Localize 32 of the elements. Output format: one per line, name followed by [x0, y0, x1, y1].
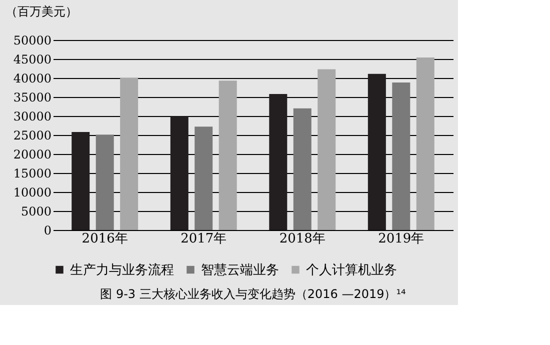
legend-label: 智慧云端业务 — [201, 262, 279, 278]
legend-label: 生产力与业务流程 — [70, 262, 174, 278]
y-tick-label: 5000 — [20, 204, 52, 218]
y-tick-label: 30000 — [13, 110, 52, 124]
bar — [368, 74, 386, 230]
bar — [293, 108, 312, 230]
bar — [318, 69, 336, 230]
bar — [96, 134, 114, 230]
x-tick-label: 2018年 — [279, 232, 326, 246]
y-tick-label: 10000 — [13, 186, 52, 200]
bar — [392, 82, 410, 230]
y-tick-label: 25000 — [13, 128, 52, 142]
y-tick-label: 50000 — [13, 34, 52, 48]
legend-label: 个人计算机业务 — [306, 262, 397, 278]
text: 图 9-3 三大核心业务收入与变化趋势（2016 —2019）¹⁴ — [100, 287, 406, 301]
bar — [194, 126, 213, 230]
x-tick-label: 2017年 — [180, 232, 227, 246]
x-tick-label: 2019年 — [378, 232, 424, 246]
y-tick-label: 35000 — [13, 90, 52, 104]
y-axis-title: （百万美元） — [6, 4, 78, 18]
y-tick-label: 15000 — [13, 166, 52, 180]
bar — [269, 94, 288, 230]
y-tick-label: 20000 — [13, 148, 52, 162]
bar — [218, 80, 237, 230]
y-tick-label: 45000 — [13, 52, 52, 66]
y-tick-label: 0 — [44, 224, 52, 238]
y-tick-label: 40000 — [13, 72, 52, 86]
bar — [170, 116, 188, 230]
bar — [120, 78, 138, 230]
x-tick-label: 2016年 — [82, 232, 128, 246]
bar — [416, 57, 434, 230]
bar — [72, 132, 90, 230]
